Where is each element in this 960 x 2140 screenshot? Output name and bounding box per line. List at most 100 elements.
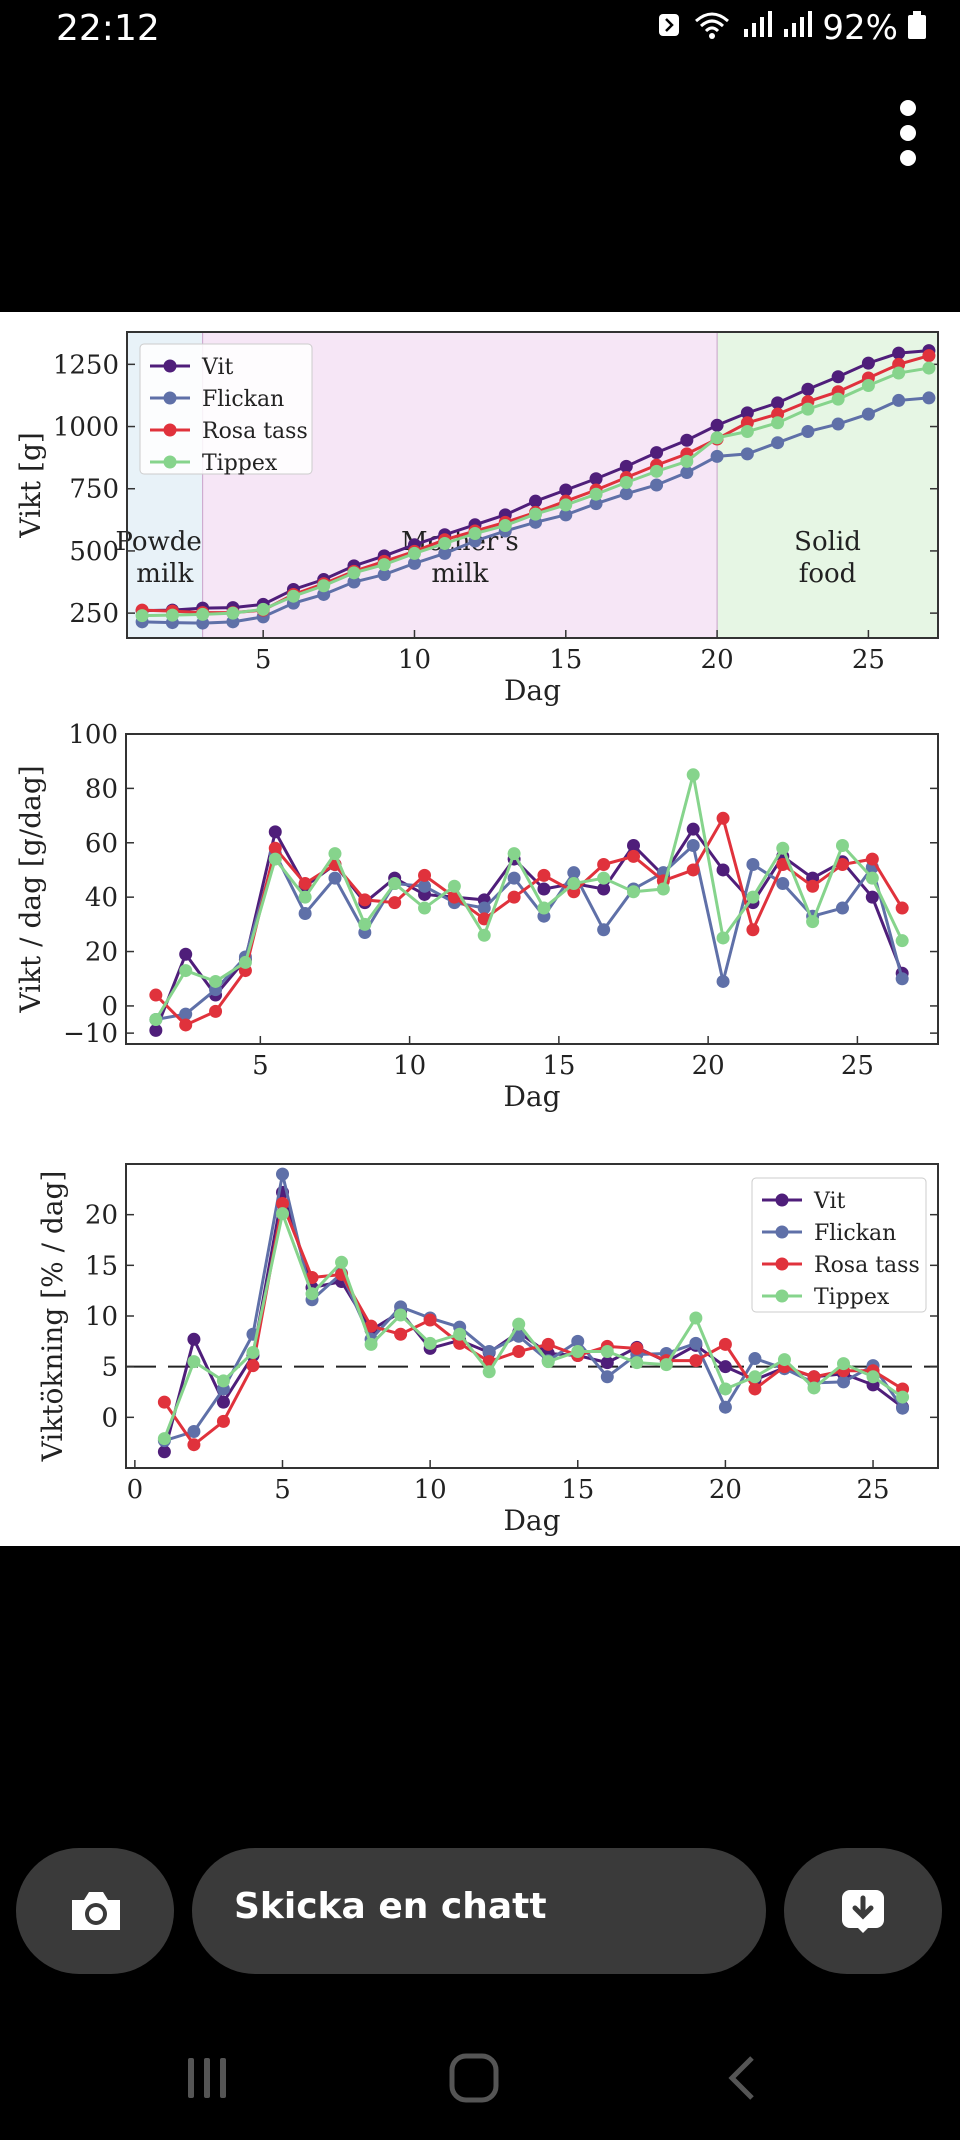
signal-icon-2	[782, 8, 813, 48]
data-point	[831, 392, 845, 406]
data-point	[650, 464, 664, 478]
data-point	[746, 858, 760, 872]
weight-per-day-chart: 5 10 15 20 25 −100 20 40 60 80 100 Dag Vikt / dag [g…	[14, 720, 939, 1113]
data-point	[238, 955, 252, 969]
data-point	[157, 1395, 171, 1409]
x-tick-label: 15	[561, 1475, 594, 1505]
data-point	[892, 366, 906, 380]
data-point	[537, 868, 551, 882]
legend-marker	[163, 391, 177, 405]
data-point	[630, 1356, 644, 1370]
x-axis-label: Dag	[503, 1080, 560, 1113]
data-point	[656, 882, 670, 896]
data-point	[801, 382, 815, 396]
series-line-tippex	[154, 774, 904, 1021]
legend-box	[751, 1177, 927, 1313]
plot-frame	[125, 733, 939, 1045]
data-point	[298, 906, 312, 920]
data-point	[895, 972, 909, 986]
legend-box	[139, 343, 313, 475]
data-point	[512, 1344, 526, 1358]
region-label: milk	[136, 559, 193, 589]
data-point	[529, 507, 543, 521]
data-point	[686, 822, 700, 836]
more-options-icon[interactable]	[898, 100, 918, 170]
data-point	[627, 838, 640, 852]
data-point	[740, 447, 754, 461]
data-point	[589, 497, 603, 511]
data-point	[771, 436, 785, 450]
legend-label: Rosa tass	[202, 419, 308, 444]
data-point	[559, 498, 573, 512]
data-point	[801, 402, 815, 416]
x-tick-label: 20	[709, 1475, 742, 1505]
data-point	[179, 1018, 193, 1032]
data-point	[187, 1438, 201, 1452]
data-point	[477, 928, 491, 942]
data-point	[689, 1354, 703, 1368]
status-time: 22:12	[56, 8, 160, 49]
data-point	[453, 1327, 467, 1341]
y-tick-label: 250	[69, 599, 119, 629]
data-point	[275, 1167, 289, 1181]
data-point	[650, 446, 664, 460]
battery-percent: 92%	[822, 8, 898, 48]
data-point	[627, 885, 640, 899]
series-line-rosa-tass	[154, 814, 904, 1027]
nfc-icon	[656, 8, 682, 48]
data-point	[861, 356, 875, 370]
data-point	[394, 1308, 408, 1322]
data-point	[388, 877, 402, 891]
data-point	[680, 454, 694, 468]
data-point	[482, 1344, 496, 1358]
data-point	[347, 575, 361, 589]
data-point	[627, 849, 640, 863]
back-icon[interactable]	[722, 2052, 762, 2104]
data-point	[179, 1007, 193, 1021]
data-point	[149, 988, 163, 1002]
data-point	[187, 1332, 201, 1346]
data-point	[865, 852, 879, 866]
data-point	[571, 1344, 585, 1358]
data-point	[710, 449, 724, 463]
data-point	[740, 425, 754, 439]
data-point	[896, 1390, 910, 1404]
data-point	[438, 546, 452, 560]
data-point	[187, 1425, 201, 1439]
data-point	[317, 579, 331, 593]
chat-input[interactable]: Skicka en chatt	[192, 1848, 766, 1974]
home-icon[interactable]	[448, 2052, 500, 2104]
data-point	[567, 866, 581, 880]
data-point	[776, 858, 790, 872]
data-point	[659, 1358, 673, 1372]
data-point	[686, 838, 700, 852]
data-point	[423, 1313, 437, 1327]
data-point	[512, 1329, 526, 1343]
data-point	[748, 1370, 762, 1384]
data-point	[407, 556, 421, 570]
x-tick-label: 10	[393, 1051, 426, 1081]
wifi-icon	[692, 8, 732, 48]
save-button[interactable]	[784, 1848, 942, 1974]
data-point	[328, 871, 342, 885]
x-tick-label: 5	[274, 1475, 291, 1505]
data-point	[498, 519, 512, 533]
data-point	[246, 1345, 260, 1359]
y-tick-label: 1250	[53, 350, 119, 380]
data-point	[438, 536, 452, 550]
data-point	[407, 546, 421, 560]
camera-button[interactable]	[16, 1848, 174, 1974]
x-tick-label: 25	[856, 1475, 889, 1505]
data-point	[358, 917, 372, 931]
data-point	[746, 923, 760, 937]
data-point	[246, 1359, 260, 1373]
data-point	[866, 1370, 880, 1384]
y-axis-label: Vikt / dag [g/dag]	[14, 765, 47, 1013]
recent-apps-icon[interactable]	[182, 2052, 232, 2102]
data-point	[806, 915, 820, 929]
legend-label: Tippex	[202, 451, 278, 476]
y-tick-label: 20	[85, 938, 118, 968]
data-point	[567, 877, 581, 891]
data-point	[216, 1414, 230, 1428]
data-point	[364, 1319, 378, 1333]
